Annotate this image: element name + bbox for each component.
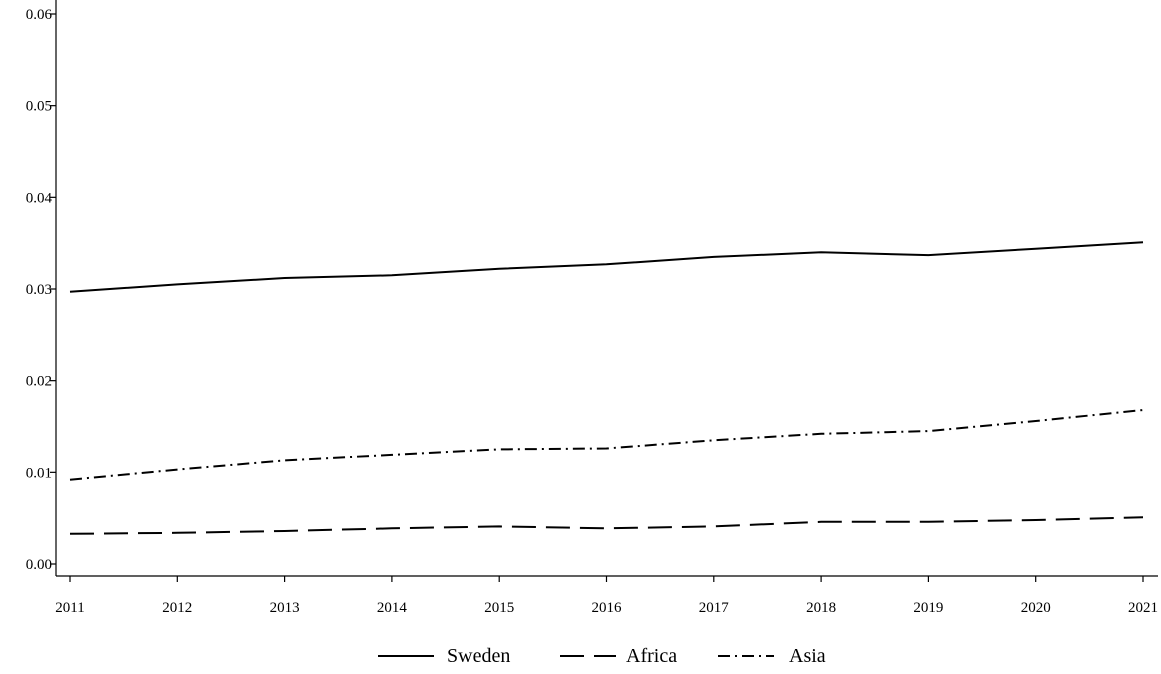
series-line-asia (69, 409, 1144, 481)
series-line-sweden (69, 241, 1144, 293)
x-tick-label: 2018 (806, 600, 836, 616)
x-tick-label: 2012 (162, 600, 192, 616)
y-tick-label: 0.04 (26, 190, 53, 206)
legend-label-asia: Asia (789, 645, 826, 667)
y-tick-label: 0.00 (26, 557, 52, 573)
x-tick-label: 2016 (592, 600, 623, 616)
x-tick-label: 2011 (55, 600, 84, 616)
x-ticks: 2011 2012 2013 2014 2015 2016 2017 2018 2019 2020… (55, 576, 1158, 616)
y-tick-label: 0.03 (26, 282, 52, 298)
x-tick-label: 2015 (484, 600, 514, 616)
x-tick-label: 2020 (1021, 600, 1051, 616)
series-lines (69, 241, 1144, 535)
legend: Sweden Africa Asia (378, 645, 826, 667)
y-tick-label: 0.06 (26, 7, 53, 23)
y-tick-label: 0.01 (26, 465, 52, 481)
x-tick-label: 2021 (1128, 600, 1158, 616)
x-tick-label: 2013 (270, 600, 300, 616)
x-tick-label: 2014 (377, 600, 408, 616)
x-tick-label: 2019 (913, 600, 943, 616)
legend-label-africa: Africa (626, 645, 677, 667)
series-line-africa (69, 516, 1144, 535)
y-tick-label: 0.05 (26, 99, 52, 115)
x-tick-label: 2017 (699, 600, 730, 616)
y-tick-label: 0.02 (26, 374, 52, 390)
y-ticks: 0.00 0.01 0.02 0.03 0.04 0.05 0.06 (26, 7, 56, 573)
legend-label-sweden: Sweden (447, 645, 510, 667)
axes (55, 0, 1158, 577)
